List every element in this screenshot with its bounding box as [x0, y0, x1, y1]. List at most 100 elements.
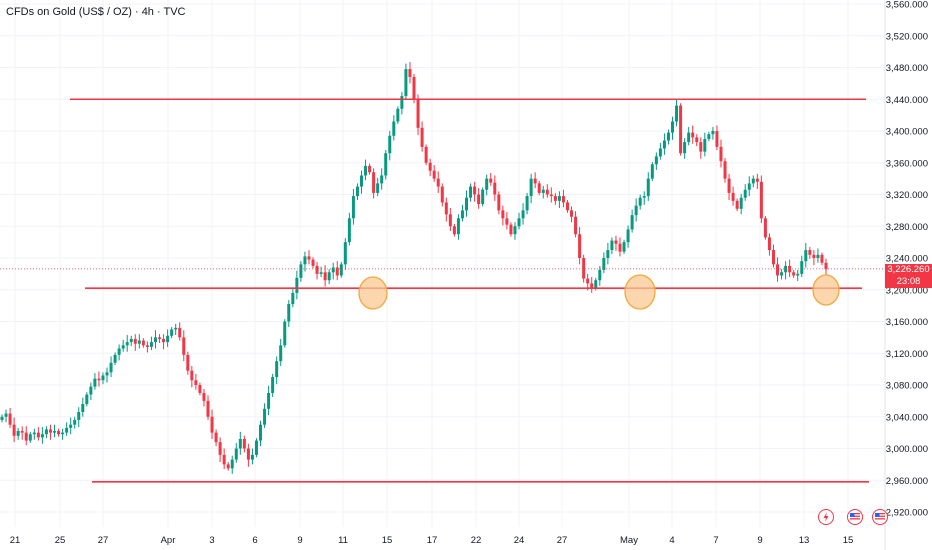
- candle-body: [61, 432, 65, 435]
- candle-body: [93, 378, 97, 387]
- candle-body: [602, 258, 606, 270]
- candle-body: [214, 432, 218, 443]
- candle-body: [85, 394, 89, 405]
- candle-body: [69, 424, 73, 428]
- candle-body: [194, 380, 198, 385]
- candle-body: [36, 432, 40, 438]
- y-tick-label: 3,400.000: [886, 127, 928, 138]
- candle-body: [485, 178, 489, 190]
- candle-body: [28, 434, 32, 441]
- candle-body: [416, 99, 420, 128]
- candle-body: [715, 131, 719, 147]
- candle-body: [638, 197, 642, 206]
- candle-body: [771, 250, 775, 265]
- candle-body: [117, 348, 121, 355]
- candle-body: [295, 277, 299, 293]
- candle-body: [166, 335, 170, 343]
- candle-body: [816, 254, 820, 258]
- candle-body: [230, 459, 234, 469]
- candle-body: [594, 280, 598, 289]
- candle-body: [170, 329, 174, 336]
- candle-body: [97, 378, 101, 381]
- candle-body: [319, 272, 323, 274]
- candle-body: [424, 146, 428, 163]
- candle-body: [731, 192, 735, 201]
- candle-body: [81, 404, 85, 412]
- candle-body: [16, 431, 20, 436]
- candle-body: [343, 242, 347, 265]
- candle-body: [388, 135, 392, 154]
- candle-body: [263, 408, 267, 425]
- y-tick-label: 3,480.000: [886, 63, 928, 74]
- candle-body: [327, 272, 331, 281]
- candle-body: [553, 196, 557, 201]
- candle-body: [162, 338, 166, 343]
- candle-body: [444, 202, 448, 215]
- y-tick-label: 2,920.000: [886, 508, 928, 519]
- candle-body: [121, 345, 125, 349]
- us-flag-icon[interactable]: [847, 509, 863, 525]
- candle-body: [400, 96, 404, 109]
- candle-body: [267, 392, 271, 409]
- candle-body: [671, 121, 675, 133]
- candle-body: [222, 454, 226, 465]
- candle-body: [226, 464, 230, 469]
- candle-body: [792, 272, 796, 276]
- candle-body: [723, 161, 727, 179]
- candle-body: [666, 132, 670, 141]
- candle-body: [497, 194, 501, 211]
- candle-body: [796, 273, 800, 276]
- candle-body: [743, 189, 747, 198]
- support-highlight-circle: [358, 276, 388, 310]
- candle-body: [89, 386, 93, 395]
- us-flag-icon[interactable]: [872, 509, 888, 525]
- candle-body: [529, 178, 533, 197]
- candle-body: [186, 354, 190, 371]
- candle-body: [359, 175, 363, 187]
- candle-body: [331, 267, 335, 273]
- candle-body: [368, 165, 372, 173]
- candle-body: [206, 400, 210, 417]
- candle-body: [254, 440, 258, 455]
- candle-body: [763, 218, 767, 238]
- candle-body: [238, 438, 242, 449]
- x-tick-label: 21: [10, 535, 21, 546]
- x-tick-label: 24: [514, 535, 525, 546]
- candle-body: [396, 108, 400, 122]
- candle-body: [129, 338, 133, 343]
- chart-title: CFDs on Gold (US$ / OZ) · 4h · TVC: [6, 6, 186, 18]
- candle-body: [125, 342, 129, 346]
- candle-body: [719, 146, 723, 162]
- candle-body: [541, 189, 545, 193]
- candle-body: [149, 342, 153, 347]
- candle-body: [73, 419, 77, 425]
- candle-body: [481, 189, 485, 205]
- candle-body: [303, 256, 307, 265]
- candle-body: [509, 224, 513, 235]
- candle-body: [606, 250, 610, 258]
- candle-body: [57, 431, 61, 435]
- candle-body: [501, 210, 505, 219]
- candles: [0, 61, 828, 474]
- candle-body: [105, 372, 109, 376]
- flash-icon[interactable]: [818, 509, 834, 525]
- candle-body: [351, 196, 355, 219]
- y-tick-label: 3,320.000: [886, 190, 928, 201]
- candle-body: [824, 262, 828, 270]
- candle-body: [812, 254, 816, 258]
- x-tick-label: 15: [843, 535, 854, 546]
- candle-body: [582, 258, 586, 279]
- candle-body: [412, 77, 416, 100]
- support-highlight-circle: [624, 274, 656, 310]
- candle-body: [711, 131, 715, 135]
- x-tick-label: May: [620, 535, 638, 546]
- candle-body: [460, 210, 464, 219]
- candle-body: [755, 178, 759, 182]
- candle-body: [109, 362, 113, 373]
- candle-body: [113, 354, 117, 363]
- x-tick-label: 11: [338, 535, 348, 546]
- candle-body: [24, 432, 28, 441]
- candle-body: [404, 69, 408, 97]
- candle-body: [618, 243, 622, 252]
- candle-body: [48, 429, 52, 433]
